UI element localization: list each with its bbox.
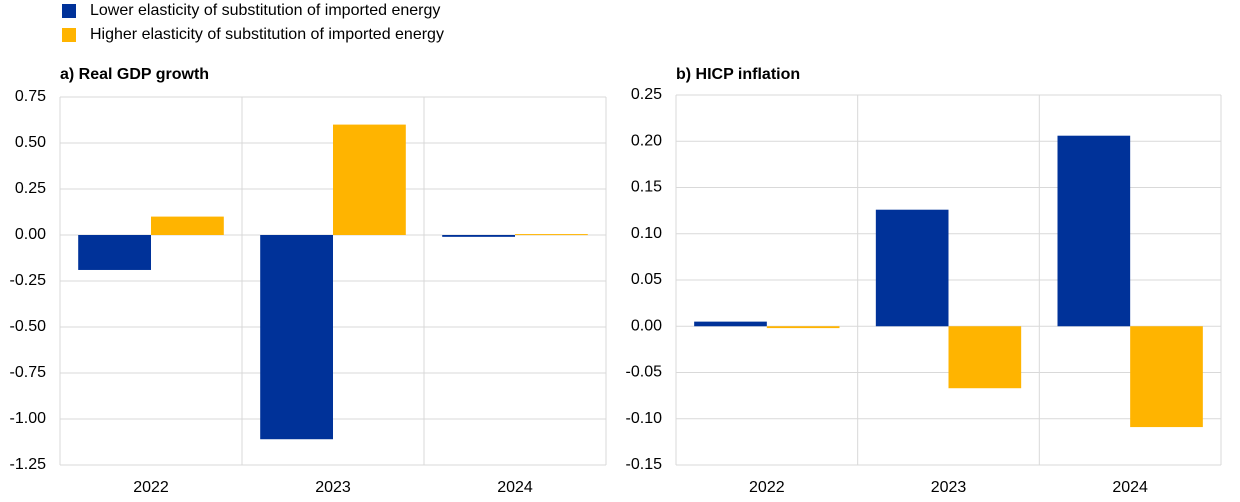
- y-tick-label: 0.20: [631, 132, 662, 149]
- bar: [948, 326, 1022, 389]
- x-tick-label: 2023: [931, 479, 967, 496]
- y-tick-label: 0.00: [15, 226, 46, 243]
- bar: [694, 321, 767, 327]
- chart-title: b) HICP inflation: [676, 66, 800, 83]
- y-tick-label: -1.00: [10, 410, 47, 427]
- x-tick-label: 2024: [1112, 479, 1148, 496]
- x-tick-label: 2024: [497, 479, 533, 496]
- bar: [442, 235, 515, 237]
- y-tick-label: 0.00: [631, 317, 662, 334]
- y-tick-label: -0.15: [626, 456, 663, 473]
- x-tick-label: 2023: [315, 479, 351, 496]
- bar: [515, 234, 588, 236]
- legend-label: Lower elasticity of substitution of impo…: [90, 2, 440, 19]
- legend-swatch: [62, 28, 76, 42]
- y-tick-label: 0.10: [631, 225, 662, 242]
- y-tick-label: -0.75: [10, 364, 47, 381]
- y-tick-label: -1.25: [10, 456, 47, 473]
- legend-label: Higher elasticity of substitution of imp…: [90, 26, 444, 43]
- bar: [151, 216, 224, 235]
- bar: [1057, 135, 1131, 327]
- y-tick-label: -0.50: [10, 318, 47, 335]
- y-tick-label: 0.25: [15, 180, 46, 197]
- bar: [333, 124, 406, 235]
- bar: [1130, 326, 1203, 428]
- bar: [260, 235, 333, 440]
- y-tick-label: 0.50: [15, 134, 46, 151]
- x-tick-label: 2022: [749, 479, 785, 496]
- bar: [875, 209, 949, 327]
- y-tick-label: 0.25: [631, 86, 662, 103]
- y-tick-label: 0.05: [631, 271, 662, 288]
- y-tick-label: 0.15: [631, 179, 662, 196]
- y-tick-label: -0.05: [626, 364, 663, 381]
- x-tick-label: 2022: [133, 479, 169, 496]
- y-tick-label: 0.75: [15, 88, 46, 105]
- bar: [78, 235, 151, 270]
- bar: [766, 326, 840, 329]
- y-tick-label: -0.25: [10, 272, 47, 289]
- legend-swatch: [62, 4, 76, 18]
- chart-title: a) Real GDP growth: [60, 66, 209, 83]
- y-tick-label: -0.10: [626, 410, 663, 427]
